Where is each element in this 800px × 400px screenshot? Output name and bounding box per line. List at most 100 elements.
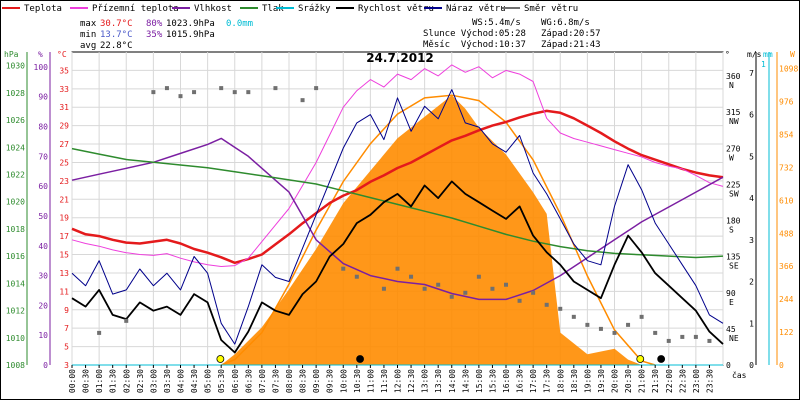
x-tick-label: 02:00 <box>122 369 131 393</box>
tick-label-direction-compass: W <box>729 153 734 162</box>
wind-direction-point <box>436 282 441 287</box>
x-tick-label: 19:30 <box>597 369 606 393</box>
tick-label-direction-compass: N <box>729 81 734 90</box>
tick-label-hpa: 1016 <box>6 252 25 261</box>
tick-label-celsius: 33 <box>59 85 69 94</box>
tick-label-watt: 976 <box>779 98 794 107</box>
series-vlhkost <box>71 137 724 301</box>
wind-direction-point <box>409 274 414 279</box>
tick-label-direction: 0 <box>726 361 731 370</box>
wind-direction-point <box>422 286 427 291</box>
x-tick-label: 17:00 <box>529 369 538 393</box>
moonset-marker <box>657 355 666 363</box>
x-tick-label: 14:00 <box>448 369 457 393</box>
wind-direction-point <box>653 330 658 335</box>
tick-label-watt: 122 <box>779 328 794 337</box>
stat-max-humidity: 80% <box>146 19 163 29</box>
tick-label-hpa: 1020 <box>6 198 25 207</box>
solar-area <box>221 95 656 365</box>
stat-max-label: max <box>80 19 97 29</box>
stat-avg-label: avg <box>80 41 96 51</box>
x-tick-label: 20:30 <box>624 369 633 393</box>
tick-label-hpa: 1012 <box>6 307 25 316</box>
legend-label-tlak: Tlak <box>262 4 284 14</box>
legend-label-prizemni-teplota: Přízemní teplota <box>92 4 179 14</box>
tick-label-watt: 0 <box>779 361 784 370</box>
wind-direction-point <box>314 86 319 91</box>
wind-direction-point <box>124 318 129 323</box>
wind-direction-point <box>558 306 563 311</box>
series-rychlost-vetru <box>71 180 724 354</box>
tick-label-ms: 2 <box>749 278 754 287</box>
tick-label-direction: 45 <box>726 325 736 334</box>
tick-label-percent: 100 <box>34 63 49 72</box>
tick-label-celsius: 27 <box>59 140 69 149</box>
tick-label-direction: 360 <box>726 72 741 81</box>
series-naraz-vetru <box>71 89 724 345</box>
x-tick-label: 05:00 <box>204 369 213 393</box>
tick-label-celsius: 5 <box>64 343 69 352</box>
tick-label-celsius: 23 <box>59 177 69 186</box>
tick-label-direction: 180 <box>726 217 741 226</box>
tick-label-ms: 1 <box>749 319 754 328</box>
tick-label-percent: 10 <box>38 331 48 340</box>
tick-label-celsius: 31 <box>59 103 69 112</box>
x-tick-label: 01:30 <box>109 369 118 393</box>
tick-label-direction-compass: E <box>729 298 734 307</box>
x-tick-label: 22:30 <box>678 369 687 393</box>
x-tick-label: 05:30 <box>217 369 226 393</box>
axis-unit-celsius: °C <box>57 50 67 59</box>
wind-direction-point <box>151 90 156 95</box>
stats-block: max 30.7°C 80% 1023.9hPa 0.0mm min 13.7°… <box>80 18 601 51</box>
axis-unit-w: W <box>790 50 795 59</box>
solar-radiation <box>220 94 656 366</box>
tick-label-direction-compass: SW <box>729 189 739 198</box>
wind-direction-point <box>463 290 468 295</box>
x-tick-label: 12:30 <box>407 369 416 393</box>
wind-direction-point <box>707 338 712 343</box>
wind-direction-point <box>680 334 685 339</box>
stat-moon: Měsíc Východ:10:37 <box>423 40 526 50</box>
tick-label-hpa: 1010 <box>6 334 25 343</box>
stat-sun-set: Západ:20:57 <box>541 29 601 39</box>
x-tick-label: 18:30 <box>570 369 579 393</box>
x-tick-label: 11:00 <box>366 369 375 393</box>
x-tick-label: 23:00 <box>692 369 701 393</box>
tick-label-hpa: 1026 <box>6 116 25 125</box>
tick-label-watt: 366 <box>779 262 794 271</box>
legend-label-rychlost-vetru: Rychlost větru <box>358 4 434 14</box>
wind-direction-point <box>626 322 631 327</box>
x-tick-label: 11:30 <box>380 369 389 393</box>
stat-avg-temp: 22.8°C <box>100 41 133 51</box>
wind-direction-point <box>612 330 617 335</box>
sunset-marker <box>636 355 645 363</box>
moonrise-marker <box>356 355 364 363</box>
left-axis-ticks: 1030102810261024102210201018101610141012… <box>6 62 69 370</box>
sunrise-marker <box>216 355 225 363</box>
wind-direction-point <box>341 266 346 271</box>
wind-direction-point <box>219 86 224 91</box>
x-tick-label: 16:00 <box>502 369 511 393</box>
tick-label-hpa: 1024 <box>6 143 25 152</box>
tick-label-ms: 3 <box>749 236 754 245</box>
wind-direction-point <box>517 298 522 303</box>
axis-unit-percent: % <box>38 50 43 59</box>
tick-label-percent: 30 <box>38 272 48 281</box>
x-tick-label: 09:00 <box>312 369 321 393</box>
x-tick-label: 15:00 <box>475 369 484 393</box>
tick-label-celsius: 15 <box>59 251 69 260</box>
stat-moon-set: Západ:21:43 <box>541 40 601 50</box>
tick-label-hpa: 1008 <box>6 361 25 370</box>
tick-label-ms: 5 <box>749 152 754 161</box>
wind-direction-point <box>273 86 278 91</box>
wind-direction-point <box>395 266 400 271</box>
tick-label-hpa: 1018 <box>6 225 25 234</box>
axis-unit-ms: m/s <box>747 50 762 59</box>
tick-label-ms: 0 <box>749 361 754 370</box>
x-tick-label: 13:00 <box>421 369 430 393</box>
tick-label-percent: 0 <box>43 361 48 370</box>
wind-direction-point <box>192 90 197 95</box>
tick-label-watt: 1098 <box>779 65 798 74</box>
stat-min-temp: 13.7°C <box>100 30 133 40</box>
x-tick-label: 07:00 <box>258 369 267 393</box>
